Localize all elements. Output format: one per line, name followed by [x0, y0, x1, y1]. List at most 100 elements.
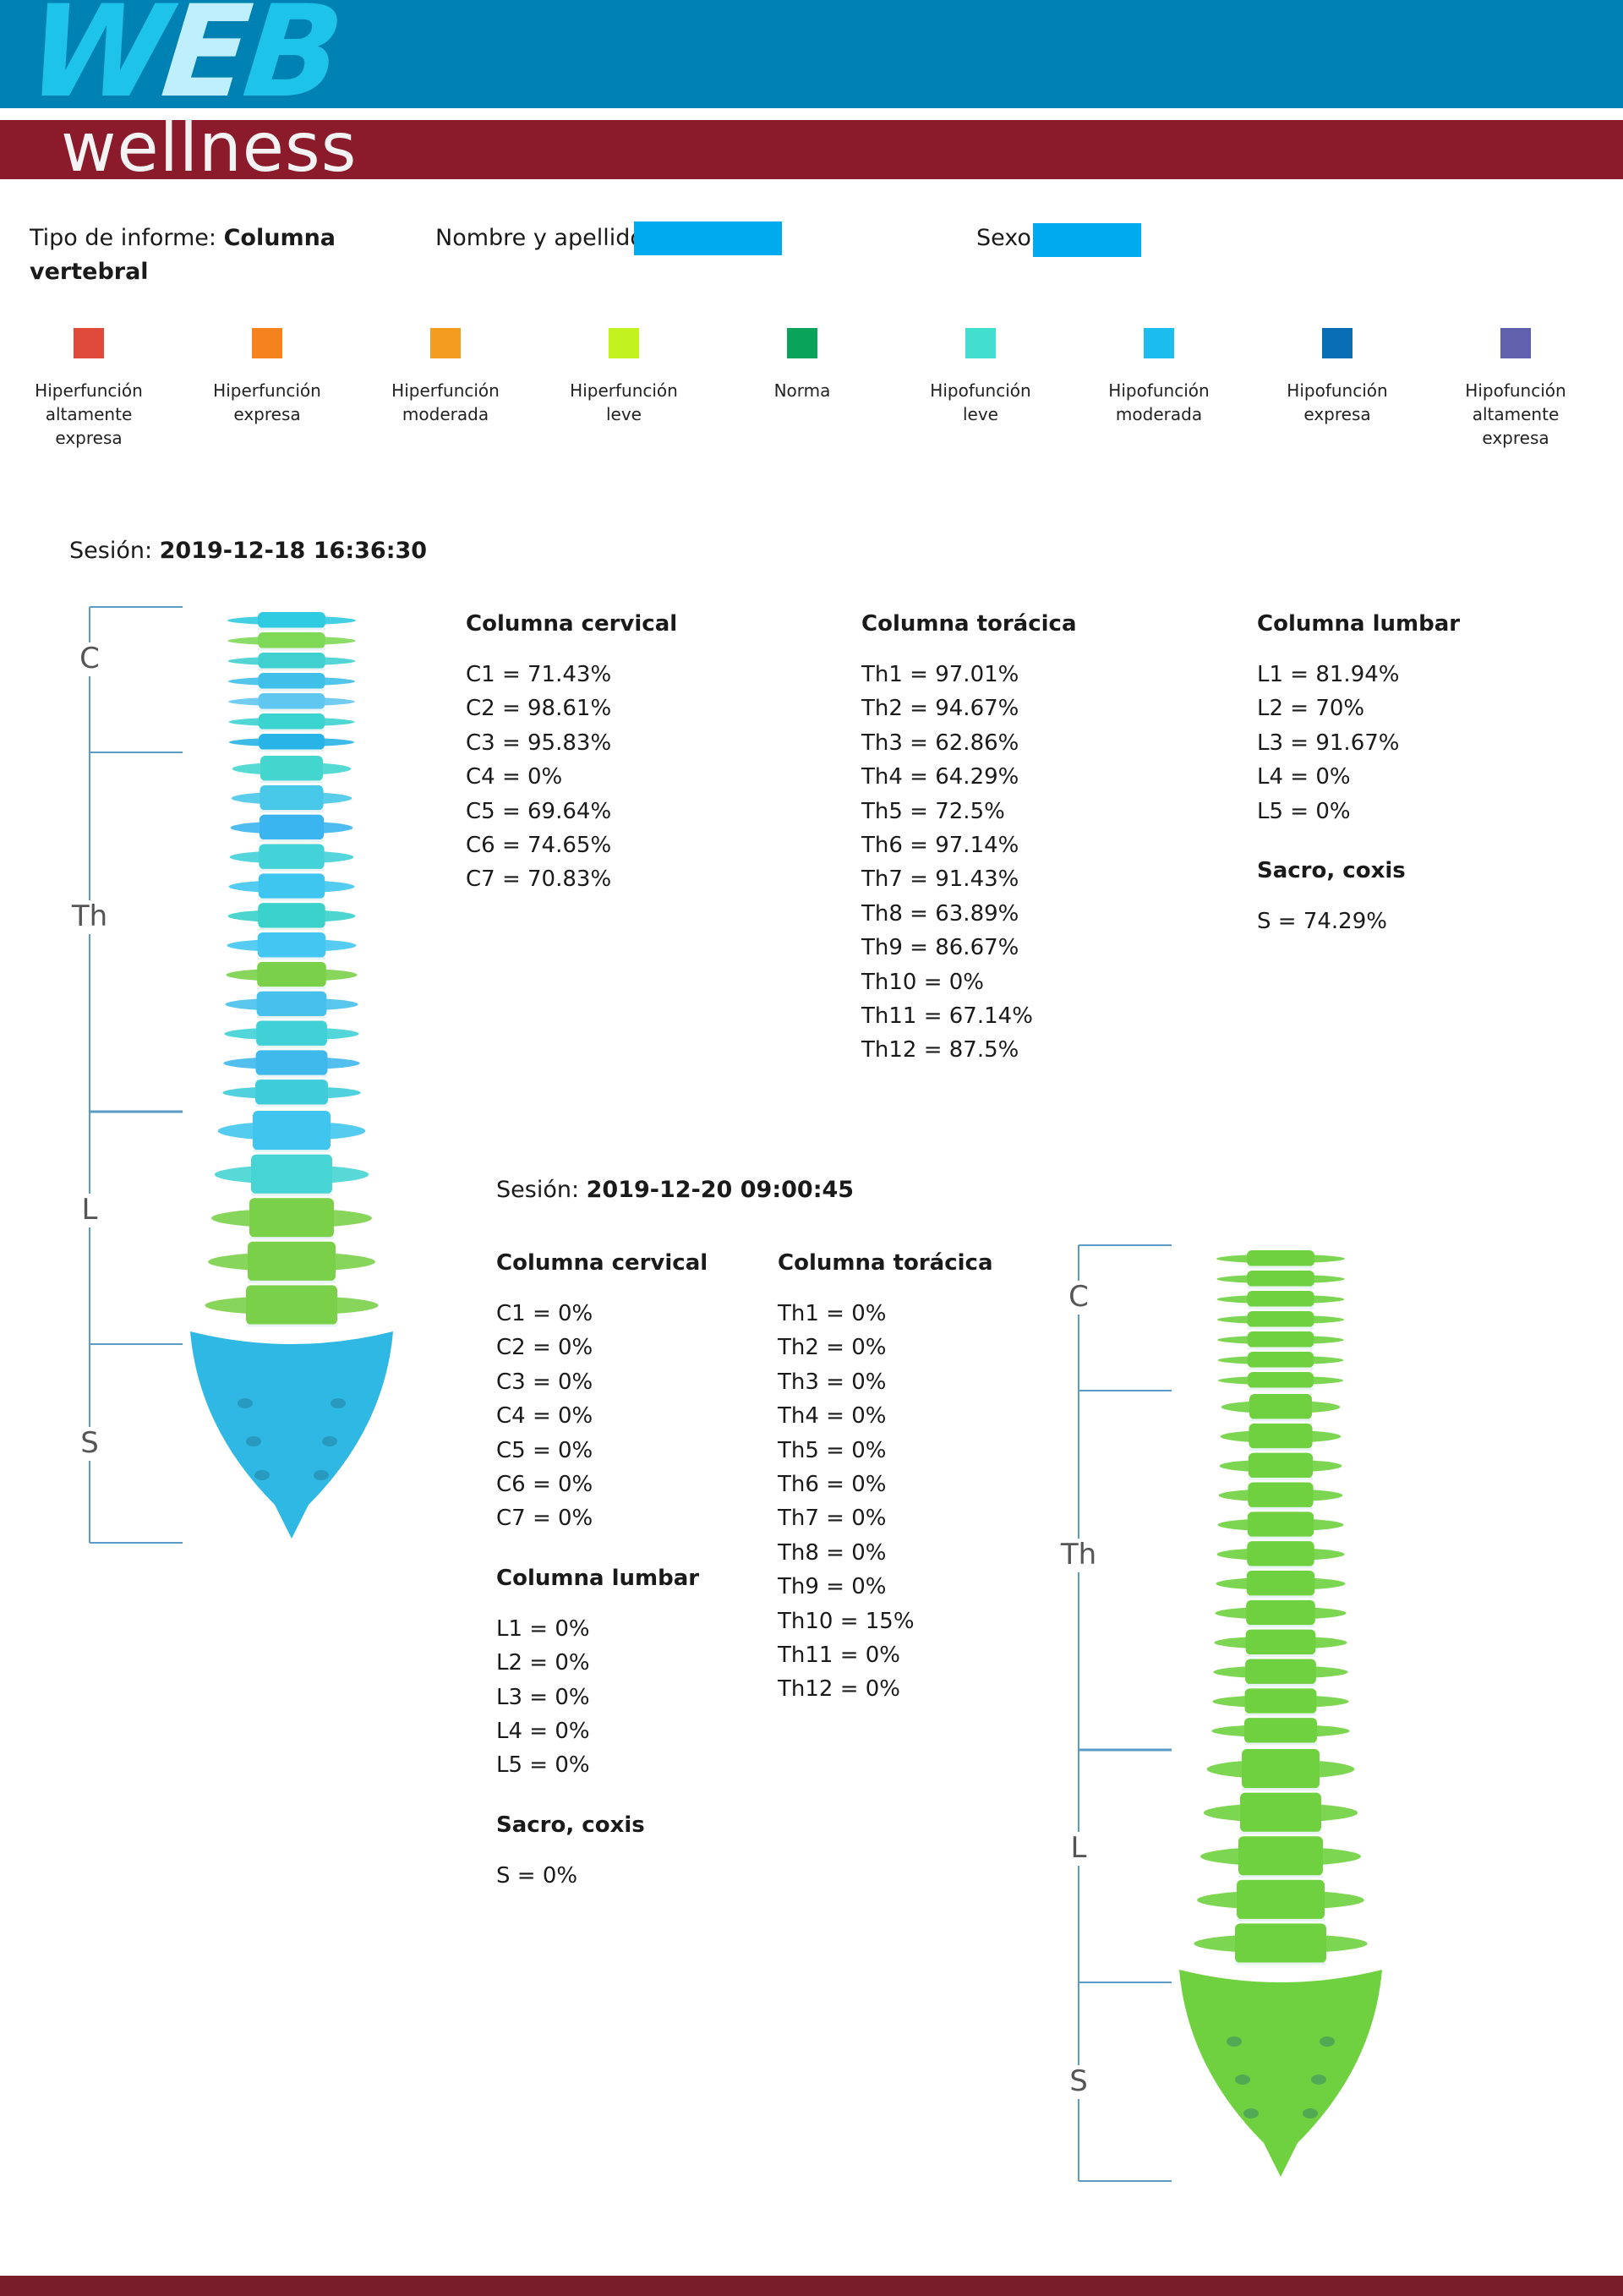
legend-swatch: [252, 328, 282, 358]
vertebra-thoracic-6: [1247, 1541, 1314, 1566]
spine-diagram-session2: C Th L S: [1060, 1244, 1382, 2182]
vertebra-lumbar-5: [246, 1285, 337, 1325]
sex-redacted: [1033, 223, 1141, 257]
legend-label-line: altamente: [1472, 404, 1560, 424]
spine-diagram-session1: C Th L S: [71, 606, 393, 1544]
section-title: Sacro, coxis: [496, 1812, 645, 1838]
vertebra-thoracic-8: [257, 961, 326, 987]
vertebra-cervical-4: [1247, 1311, 1314, 1327]
vertebra-lumbar-2: [251, 1154, 332, 1194]
sacral-foramen: [238, 1398, 253, 1408]
legend-label: Hiperfunción moderada: [361, 379, 530, 426]
legend-label: Hiperfunción leve: [539, 379, 708, 426]
legend-label: Hipofunción leve: [896, 379, 1065, 426]
vertebra-thoracic-7: [1246, 1571, 1315, 1596]
legend-swatch: [74, 328, 104, 358]
value-row: C5 = 69.64%: [466, 798, 612, 824]
session2-header: Sesión: 2019-12-20 09:00:45: [496, 1173, 854, 1207]
value-row: Th2 = 0%: [778, 1335, 887, 1361]
legend-item: Hipofunción expresa: [1253, 328, 1422, 426]
section-title: Columna cervical: [496, 1250, 708, 1276]
section-title: Columna cervical: [466, 611, 678, 637]
value-row: L5 = 0%: [1257, 798, 1351, 824]
value-row: Th11 = 0%: [778, 1643, 901, 1669]
legend-label: Hiperfunción altamente expresa: [4, 379, 173, 450]
value-row: Th5 = 72.5%: [861, 798, 1005, 824]
vertebra-lumbar-4: [1237, 1879, 1325, 1920]
legend-swatch: [609, 328, 639, 358]
legend-item: Hiperfunción moderada: [361, 328, 530, 426]
value-row: C2 = 98.61%: [466, 696, 612, 722]
vertebra-thoracic-10: [256, 1020, 327, 1047]
report-type-label: Tipo de informe:: [30, 225, 217, 251]
session2-thoracic: Columna torácica Th1 = 0% Th2 = 0% Th3 = 0…: [778, 1246, 993, 1707]
legend-item: Hiperfunción expresa: [183, 328, 352, 426]
value-row: Th3 = 0%: [778, 1369, 887, 1395]
spine-label-bg: [1063, 1832, 1094, 1866]
session2-label: Sesión:: [496, 1177, 580, 1203]
vertebra-lumbar-1: [253, 1111, 331, 1151]
vertebra-cervical-1: [258, 612, 325, 628]
value-row: Th4 = 0%: [778, 1403, 887, 1430]
spine-label-bg: [74, 642, 105, 676]
vertebra-thoracic-9: [1245, 1629, 1316, 1655]
value-row: C7 = 70.83%: [466, 866, 612, 893]
sacral-foramen: [1311, 2075, 1326, 2085]
vertebra-thoracic-12: [1244, 1718, 1317, 1743]
legend-label-line: Hiperfunción: [391, 380, 500, 401]
sacral-foramen: [254, 1470, 270, 1480]
legend-item: Hiperfunción altamente expresa: [4, 328, 173, 450]
session1-header: Sesión: 2019-12-18 16:36:30: [69, 534, 427, 568]
sacral-foramen: [331, 1398, 346, 1408]
vertebra-thoracic-1: [1249, 1394, 1312, 1419]
legend-label: Hiperfunción expresa: [183, 379, 352, 426]
session2-datetime: 2019-12-20 09:00:45: [586, 1177, 855, 1203]
legend-label-line: expresa: [1482, 428, 1549, 448]
section-title: Columna torácica: [778, 1250, 993, 1276]
legend-label-line: expresa: [55, 428, 123, 448]
vertebra-thoracic-3: [259, 814, 325, 840]
vertebra-cervical-7: [259, 734, 325, 750]
session1-cervical: Columna cervical C1 = 71.43% C2 = 98.61% C…: [466, 607, 677, 897]
value-row: C1 = 71.43%: [466, 662, 612, 687]
value-row: C1 = 0%: [496, 1301, 593, 1326]
spine-region-label: C: [79, 642, 100, 675]
legend-label-line: moderada: [402, 404, 489, 424]
vertebra-thoracic-12: [255, 1080, 328, 1105]
value-row: Th5 = 0%: [778, 1437, 887, 1463]
value-row: L4 = 0%: [1257, 764, 1351, 790]
value-row: Th12 = 87.5%: [861, 1037, 1019, 1063]
value-row: Th8 = 0%: [778, 1539, 887, 1566]
value-row: Th3 = 62.86%: [861, 730, 1019, 756]
value-row: C4 = 0%: [466, 764, 563, 790]
value-row: C7 = 0%: [496, 1506, 593, 1532]
value-row: C5 = 0%: [496, 1437, 593, 1463]
header-divider: [0, 108, 1623, 120]
legend-label: Hipofunción expresa: [1253, 379, 1422, 426]
sacrum: [1179, 1970, 1382, 2177]
legend-label-line: expresa: [1303, 404, 1371, 424]
header-subbar: [0, 120, 1623, 179]
legend-item: Norma: [718, 328, 887, 402]
sacral-foramen: [1243, 2108, 1259, 2118]
vertebra-cervical-5: [1247, 1331, 1314, 1348]
value-row: L1 = 0%: [496, 1615, 590, 1642]
value-row: L2 = 70%: [1257, 696, 1365, 722]
vertebra-thoracic-7: [257, 932, 326, 958]
vertebra-cervical-1: [1247, 1250, 1314, 1266]
value-row: S = 0%: [496, 1862, 578, 1889]
value-row: S = 74.29%: [1257, 909, 1387, 935]
value-row: C6 = 74.65%: [466, 833, 612, 859]
vertebra-cervical-4: [258, 673, 325, 689]
session2-cervical: Columna cervical C1 = 0% C2 = 0% C3 = 0% C4…: [496, 1246, 708, 1893]
logo-wellness: wellness: [61, 108, 358, 187]
spine-region-label: C: [1068, 1280, 1089, 1314]
logo-web: WEB: [20, 0, 345, 126]
vertebra-cervical-5: [258, 693, 325, 709]
legend-item: Hipofunción moderada: [1074, 328, 1243, 426]
legend-label-line: Hipofunción: [930, 380, 1031, 401]
vertebra-thoracic-2: [1249, 1423, 1313, 1449]
sacral-foramen: [1227, 2036, 1242, 2047]
footer-bar: [0, 2276, 1623, 2296]
vertebra-cervical-6: [258, 713, 325, 730]
